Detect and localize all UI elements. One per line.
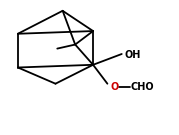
- Text: CHO: CHO: [131, 82, 154, 92]
- Text: OH: OH: [124, 50, 141, 60]
- Text: O: O: [110, 82, 118, 92]
